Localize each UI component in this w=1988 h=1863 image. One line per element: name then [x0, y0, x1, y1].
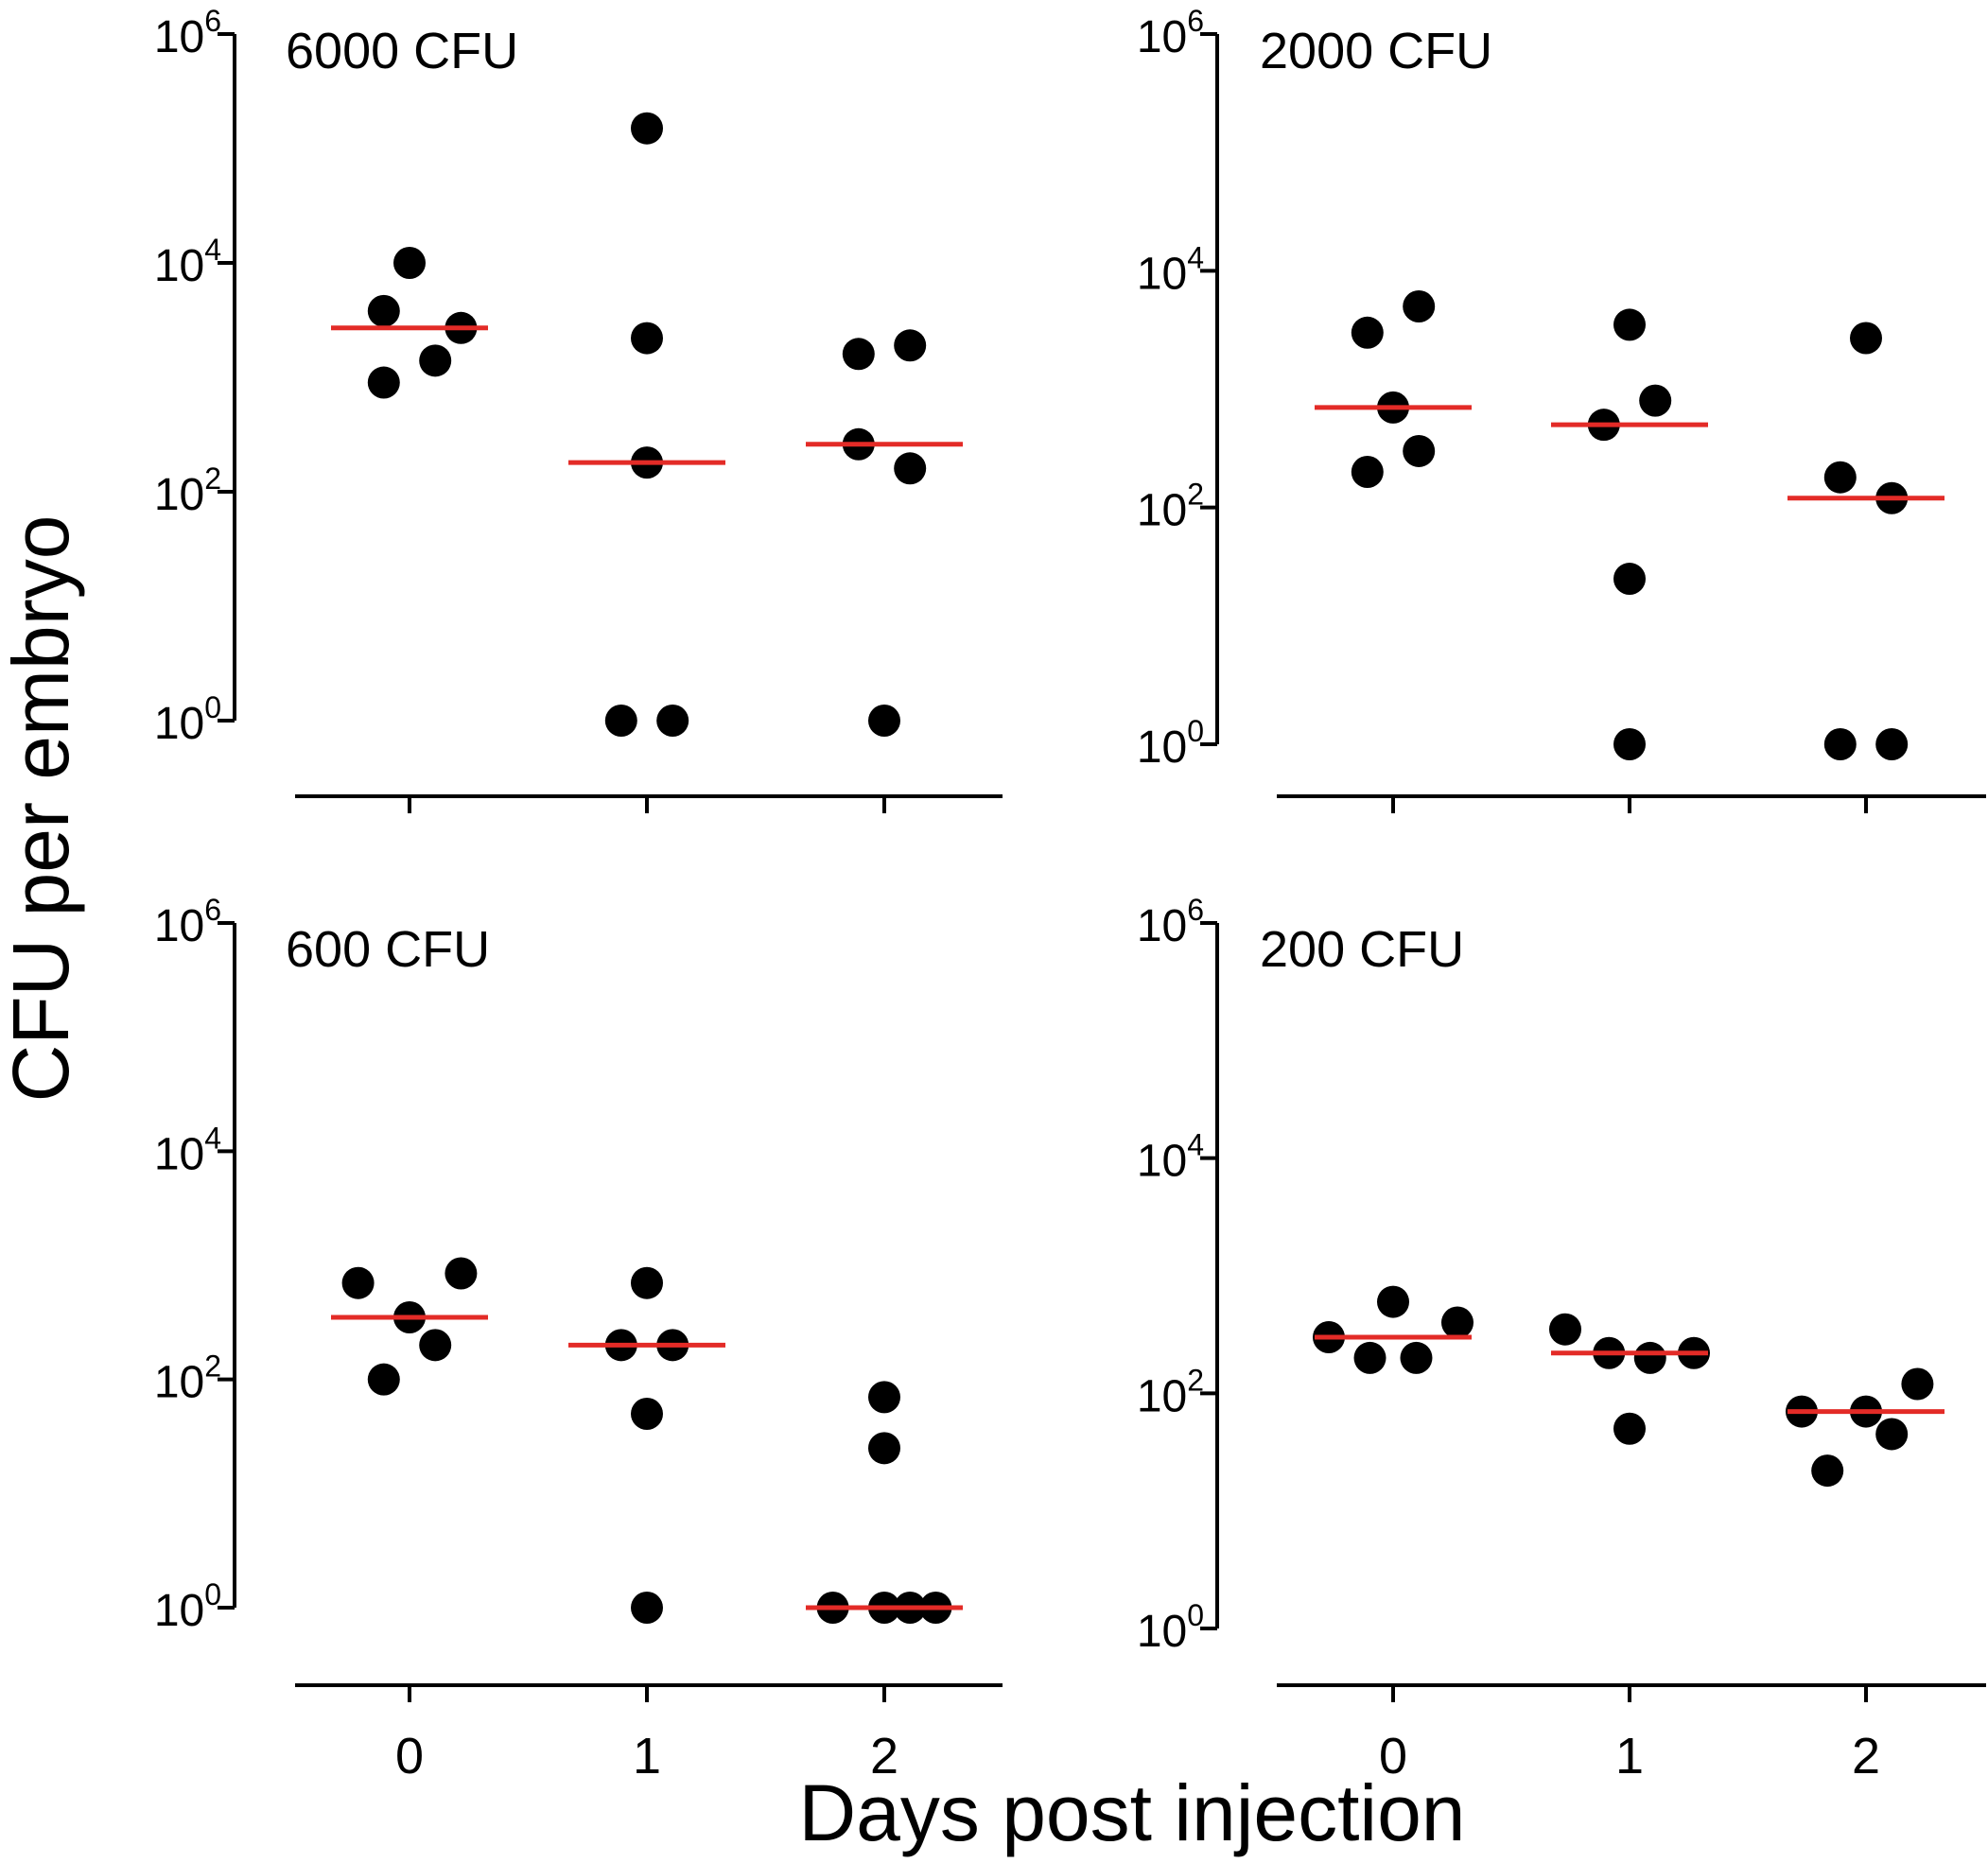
data-point: [1403, 434, 1436, 467]
data-point: [631, 112, 663, 145]
data-point: [868, 705, 900, 737]
data-point: [419, 1329, 452, 1362]
data-point: [341, 1266, 375, 1299]
x-tick-label: 2: [870, 1728, 898, 1785]
data-point: [868, 1381, 900, 1414]
y-tick-label: 104: [1137, 1128, 1204, 1187]
data-point: [894, 452, 927, 485]
data-point: [1549, 1313, 1581, 1346]
panel-title: 2000 CFU: [1260, 23, 1492, 79]
y-tick-label: 106: [1137, 893, 1204, 951]
data-point: [1613, 1412, 1646, 1445]
data-point: [842, 338, 875, 371]
x-axis-label: Days post injection: [798, 1768, 1465, 1857]
data-point: [367, 294, 400, 327]
y-tick-label: 100: [1137, 714, 1204, 773]
y-tick-label: 106: [1137, 4, 1204, 62]
data-point: [1823, 728, 1857, 760]
x-tick-label: 0: [1379, 1728, 1407, 1785]
y-tick-label: 100: [1137, 1598, 1204, 1657]
data-point: [631, 322, 663, 355]
data-point: [1441, 1306, 1474, 1339]
panel-title: 200 CFU: [1260, 921, 1464, 978]
data-point: [1875, 728, 1909, 760]
y-tick-label: 104: [1137, 240, 1204, 299]
y-tick-label: 104: [154, 233, 221, 291]
y-tick-label: 100: [154, 690, 221, 749]
y-tick-label: 104: [154, 1121, 221, 1179]
panel-2: 2000 CFU 100 102 104 106: [1137, 4, 1986, 813]
data-point: [631, 1397, 663, 1430]
data-point: [1613, 563, 1646, 596]
panel-1: 6000 CFU 100 102 104 106: [154, 4, 1003, 813]
data-point: [445, 1257, 478, 1290]
data-point: [367, 1363, 400, 1396]
y-tick-label: 100: [154, 1577, 221, 1636]
data-point: [631, 1266, 663, 1299]
data-point: [656, 705, 689, 737]
data-point: [1351, 316, 1384, 349]
data-point: [1400, 1341, 1433, 1374]
data-point: [631, 1592, 663, 1624]
y-tick-label: 106: [154, 4, 221, 62]
data-point: [1639, 384, 1672, 417]
data-point: [1811, 1454, 1844, 1488]
y-tick-label: 106: [154, 893, 221, 951]
y-axis-label: CFU per embryo: [0, 515, 85, 1103]
x-tick-label: 2: [1852, 1728, 1880, 1785]
data-point: [604, 705, 637, 737]
data-point: [367, 366, 400, 399]
y-tick-label: 102: [154, 1349, 221, 1408]
y-tick-label: 102: [1137, 1363, 1204, 1421]
data-point: [894, 329, 927, 362]
data-point: [1823, 461, 1857, 494]
panel-4: 200 CFU 100 102 104 106 0 1 2: [1137, 893, 1986, 1785]
data-point: [419, 344, 452, 377]
panel-3: 600 CFU 100 102 104 106 0 1 2: [154, 893, 1003, 1785]
data-point: [1403, 290, 1436, 323]
data-point: [1613, 728, 1646, 760]
y-tick-label: 102: [1137, 478, 1204, 536]
data-point: [1901, 1367, 1934, 1401]
data-point: [1613, 308, 1646, 341]
x-tick-label: 0: [395, 1728, 424, 1785]
x-tick-label: 1: [1615, 1728, 1644, 1785]
data-point: [1850, 322, 1882, 355]
data-point: [393, 247, 426, 279]
y-tick-label: 102: [154, 461, 221, 520]
data-point: [868, 1432, 900, 1465]
data-point: [1377, 1285, 1409, 1318]
data-point: [1633, 1341, 1666, 1374]
x-tick-label: 1: [633, 1728, 661, 1785]
panel-title: 600 CFU: [286, 921, 490, 978]
panel-title: 6000 CFU: [286, 23, 518, 79]
data-point: [1351, 455, 1384, 488]
data-point: [1875, 1418, 1909, 1451]
data-point: [1353, 1341, 1386, 1374]
